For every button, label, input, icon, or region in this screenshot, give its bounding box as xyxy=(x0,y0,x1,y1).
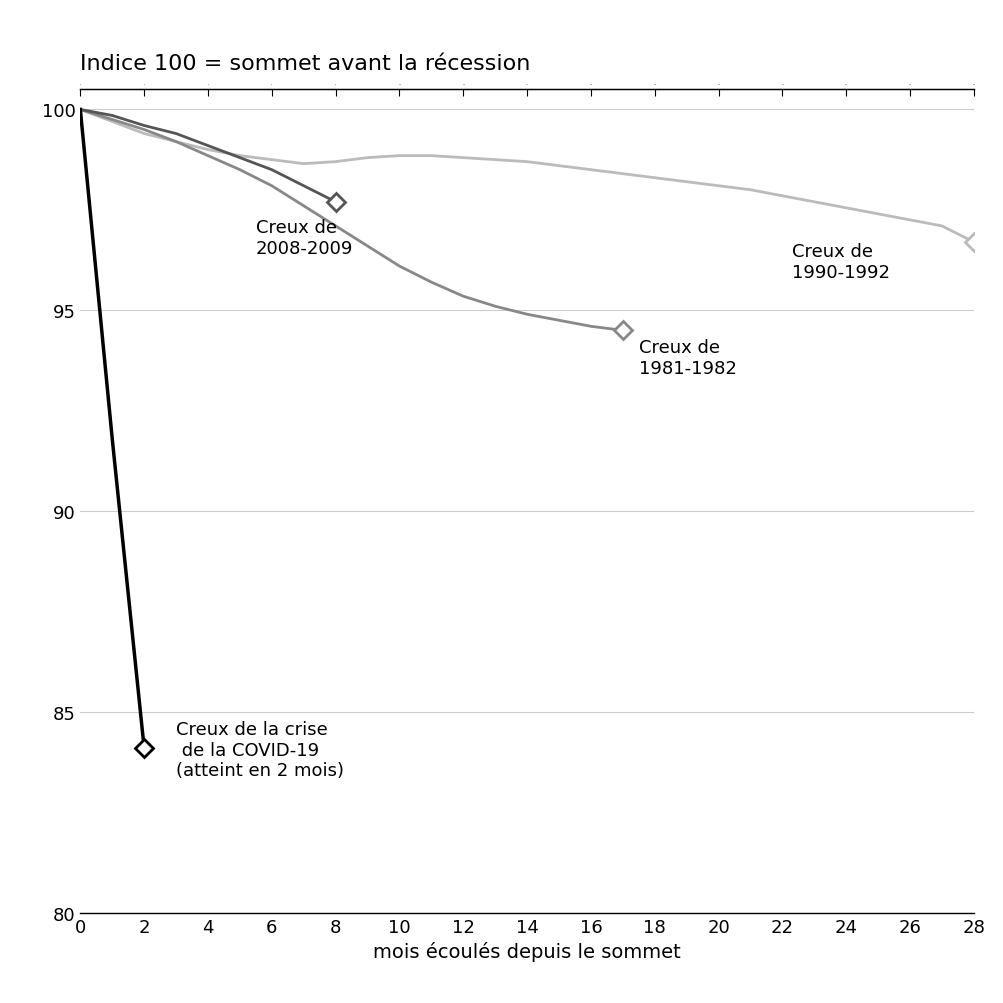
Text: Creux de
2008-2009: Creux de 2008-2009 xyxy=(256,219,353,258)
Text: Creux de la crise
 de la COVID-19
(atteint en 2 mois): Creux de la crise de la COVID-19 (attein… xyxy=(176,720,344,779)
Text: Creux de
1990-1992: Creux de 1990-1992 xyxy=(791,243,889,282)
Text: Indice 100 = sommet avant la récession: Indice 100 = sommet avant la récession xyxy=(80,53,531,73)
Text: Creux de
1981-1982: Creux de 1981-1982 xyxy=(638,339,736,378)
X-axis label: mois écoulés depuis le sommet: mois écoulés depuis le sommet xyxy=(373,941,680,961)
